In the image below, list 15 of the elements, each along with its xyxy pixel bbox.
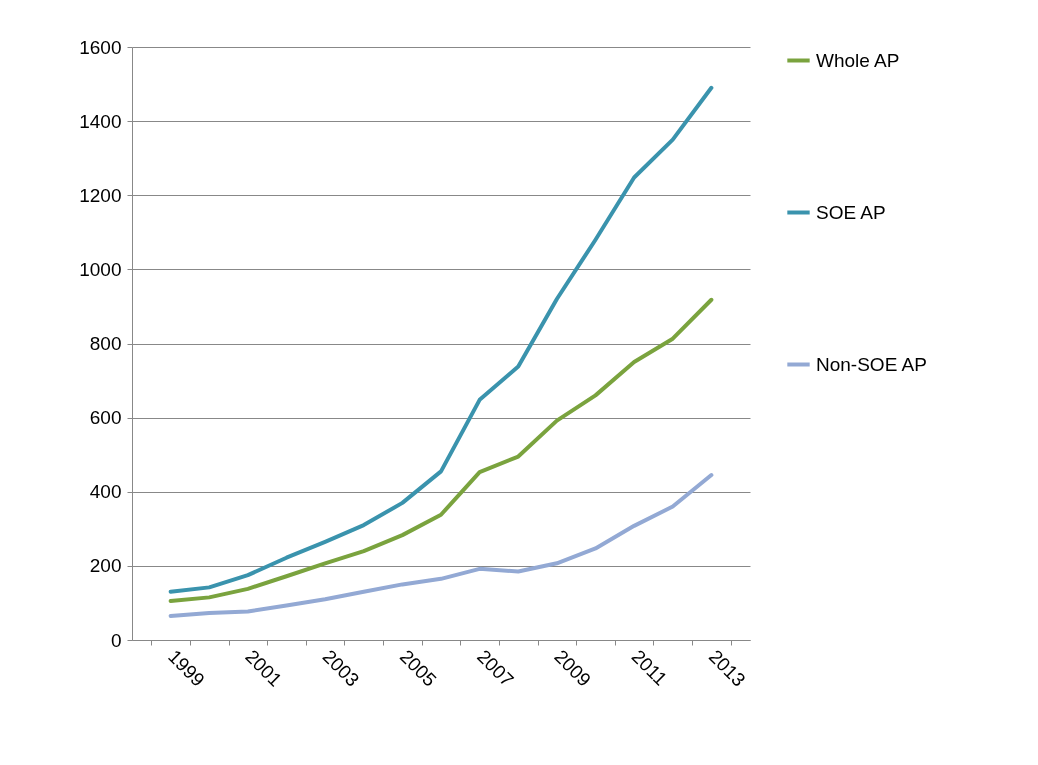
line-series <box>168 297 714 604</box>
legend-label: Whole AP <box>816 49 900 71</box>
line-series <box>168 473 714 618</box>
y-tick-label: 1600 <box>79 36 122 58</box>
legend-label: SOE AP <box>816 201 886 223</box>
line-series <box>168 85 714 594</box>
y-tick-label: 800 <box>89 333 122 354</box>
legend-label: Non-SOE AP <box>816 353 927 375</box>
y-tick-label: 1200 <box>79 184 122 206</box>
y-tick-label: 1400 <box>79 110 122 132</box>
y-tick-label: 400 <box>89 481 122 503</box>
y-tick-label: 600 <box>89 407 122 429</box>
y-tick-label: 1000 <box>79 258 122 280</box>
y-tick-label: 200 <box>89 555 122 577</box>
y-tick-label: 0 <box>110 629 122 651</box>
